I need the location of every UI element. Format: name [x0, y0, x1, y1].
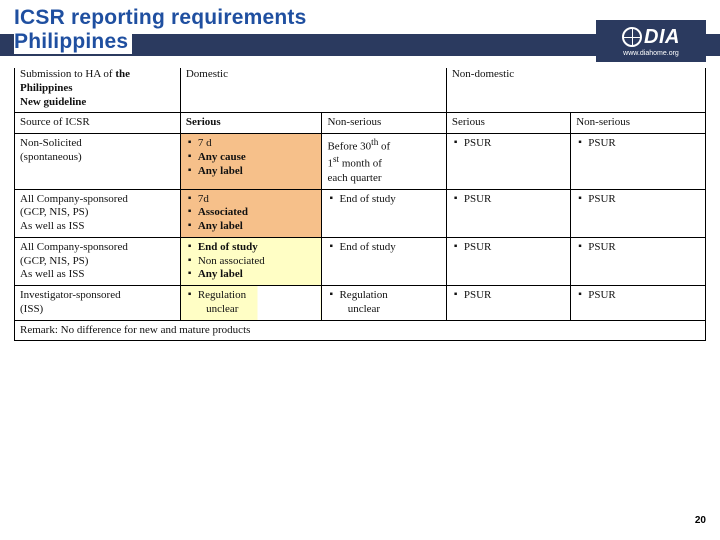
cell-company-assoc-nonserious-nd: PSUR: [571, 189, 706, 237]
cell-nonsolicited: Non-Solicited (spontaneous): [15, 134, 181, 190]
cell-nonsolicited-nonserious: Before 30th of 1st month of each quarter: [322, 134, 446, 190]
title-line-2: Philippines: [14, 30, 132, 54]
slide-header: ICSR reporting requirements Philippines …: [0, 0, 720, 68]
logo-text: DIA: [644, 26, 680, 49]
cell-iss-nonserious-nd: PSUR: [571, 286, 706, 321]
cell-nonserious-nondom: Non-serious: [571, 113, 706, 134]
table-row: Remark: No difference for new and mature…: [15, 320, 706, 341]
cell-company-nonassoc-serious-nd: PSUR: [446, 237, 570, 285]
title-line-1: ICSR reporting requirements: [14, 6, 310, 30]
cell-company-assoc: All Company-sponsored (GCP, NIS, PS) As …: [15, 189, 181, 237]
cell-iss: Investigator-sponsored (ISS): [15, 286, 181, 321]
cell-nonsolicited-nonserious-nd: PSUR: [571, 134, 706, 190]
icsr-table: Submission to HA of the Philippines New …: [14, 64, 706, 341]
cell-source-header: Source of ICSR: [15, 113, 181, 134]
table-row: All Company-sponsored (GCP, NIS, PS) As …: [15, 189, 706, 237]
cell-company-nonassoc-serious: End of study Non associated Any label: [180, 237, 322, 285]
cell-nondomestic-header: Non-domestic: [446, 65, 705, 113]
cell-serious-dom: Serious: [180, 113, 322, 134]
globe-icon: [622, 27, 642, 47]
logo-url: www.diahome.org: [623, 50, 679, 57]
dia-logo: DIA www.diahome.org: [596, 20, 706, 62]
page-number: 20: [695, 515, 706, 526]
table-row: Investigator-sponsored (ISS) Regulation …: [15, 286, 706, 321]
title-block: ICSR reporting requirements Philippines: [14, 6, 374, 54]
cell-iss-nonserious: Regulation unclear: [322, 286, 446, 321]
cell-serious-nondom: Serious: [446, 113, 570, 134]
cell-nonsolicited-serious: 7 d Any cause Any label: [180, 134, 322, 190]
table-row: Source of ICSR Serious Non-serious Serio…: [15, 113, 706, 134]
table-row: All Company-sponsored (GCP, NIS, PS) As …: [15, 237, 706, 285]
cell-company-assoc-serious-nd: PSUR: [446, 189, 570, 237]
table-row: Non-Solicited (spontaneous) 7 d Any caus…: [15, 134, 706, 190]
cell-submission-to-ha: Submission to HA of the Philippines New …: [15, 65, 181, 113]
cell-iss-serious: Regulation unclear: [180, 286, 322, 321]
cell-remark: Remark: No difference for new and mature…: [15, 320, 706, 341]
cell-company-assoc-serious: 7d Associated Any label: [180, 189, 322, 237]
cell-nonsolicited-serious-nd: PSUR: [446, 134, 570, 190]
cell-company-nonassoc: All Company-sponsored (GCP, NIS, PS) As …: [15, 237, 181, 285]
cell-company-nonassoc-nonserious: End of study: [322, 237, 446, 285]
cell-company-nonassoc-nonserious-nd: PSUR: [571, 237, 706, 285]
table-container: Submission to HA of the Philippines New …: [0, 64, 720, 341]
cell-nonserious-dom: Non-serious: [322, 113, 446, 134]
cell-domestic-header: Domestic: [180, 65, 446, 113]
table-row: Submission to HA of the Philippines New …: [15, 65, 706, 113]
cell-iss-serious-nd: PSUR: [446, 286, 570, 321]
cell-company-assoc-nonserious: End of study: [322, 189, 446, 237]
